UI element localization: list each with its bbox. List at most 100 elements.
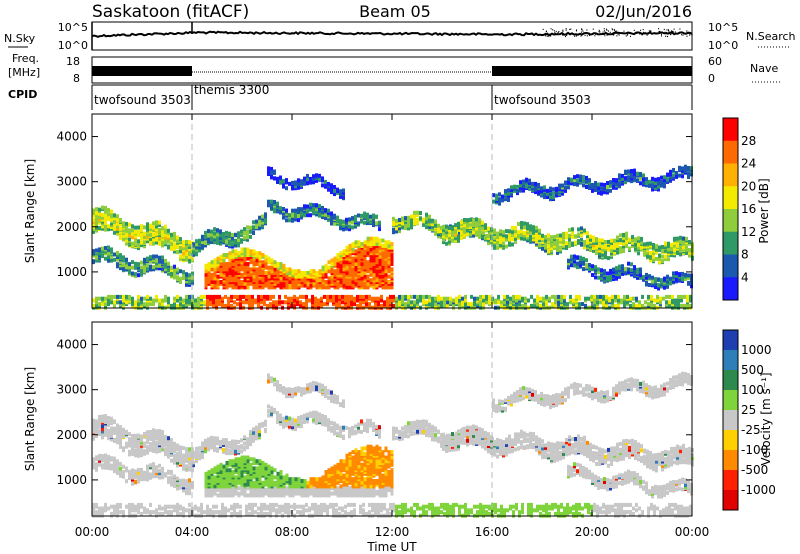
power-cell (669, 169, 672, 174)
power-cell (478, 231, 481, 236)
power-cell (507, 198, 510, 202)
velocity-cell (170, 453, 173, 457)
power-cell (446, 303, 449, 308)
power-cell (240, 229, 243, 234)
power-cell (161, 233, 164, 238)
power-cell (502, 241, 505, 246)
power-cell (294, 208, 297, 213)
nsky-tick-top: 10^5 (58, 21, 88, 34)
velocity-cell (152, 462, 155, 467)
power-cell (586, 245, 589, 250)
power-cell (249, 234, 252, 239)
power-cell (92, 259, 95, 264)
power-cell (104, 205, 107, 210)
power-cell (526, 226, 529, 231)
power-cell (264, 219, 267, 224)
power-cell (636, 275, 639, 280)
power-cell (674, 298, 677, 303)
power-cell (577, 232, 580, 237)
power-cell (383, 300, 386, 305)
power-cell (195, 252, 198, 257)
power-cell (591, 273, 594, 277)
power-cell (212, 298, 215, 303)
power-cell (149, 264, 152, 269)
power-cell (440, 296, 443, 301)
power-cell (294, 217, 297, 222)
power-cell (143, 225, 146, 230)
power-cell (543, 185, 546, 190)
power-cell (294, 180, 297, 185)
power-cell (555, 186, 558, 191)
power-cell (179, 246, 182, 250)
power-cell (125, 228, 128, 233)
power-cell (173, 275, 176, 280)
nave-label: Nave (750, 62, 778, 75)
power-cell (266, 303, 269, 308)
power-cell (360, 218, 363, 223)
velocity-cell (170, 475, 173, 480)
power-cell (570, 263, 573, 268)
velocity-cell (146, 476, 149, 481)
power-cell (387, 260, 391, 265)
power-cell (655, 256, 658, 261)
power-cell (539, 303, 542, 308)
power-cell (335, 302, 338, 307)
power-cell (568, 228, 571, 233)
velocity-cell (158, 463, 161, 468)
power-cell (582, 267, 585, 272)
power-cell (398, 229, 401, 234)
power-cell (622, 249, 625, 253)
power-cell (586, 240, 589, 245)
power-cell (282, 179, 285, 183)
power-cell (687, 171, 690, 176)
power-cell (584, 303, 587, 308)
power-cell (636, 270, 639, 275)
power-cell (285, 208, 288, 213)
velocity-cell (195, 452, 198, 457)
power-cell (609, 277, 612, 282)
power-cell (619, 248, 622, 253)
power-cell (327, 182, 330, 186)
power-cell (155, 258, 158, 263)
power-cell (589, 234, 592, 239)
power-cell (167, 228, 170, 233)
velocity-cell (146, 445, 149, 449)
power-cell (188, 249, 191, 254)
velocity-cell (122, 470, 125, 475)
power-cell (544, 234, 547, 239)
power-cell (143, 244, 146, 249)
power-cell (492, 199, 495, 204)
power-cell (176, 235, 179, 240)
power-cell (422, 217, 425, 222)
power-cell (544, 248, 547, 253)
power-cell (273, 260, 277, 265)
power-cell (460, 230, 463, 235)
power-cell (457, 221, 460, 226)
power-cell (270, 175, 273, 180)
power-cell (306, 179, 309, 184)
power-cell (255, 219, 258, 224)
velocity-cell (110, 456, 113, 461)
power-cell (288, 181, 291, 186)
velocity-cell (122, 473, 125, 478)
power-cell (362, 294, 365, 299)
power-cell (641, 294, 644, 299)
power-cell (615, 185, 618, 190)
power-cell (664, 254, 667, 259)
power-cell (297, 214, 300, 218)
power-cell (185, 257, 188, 262)
colorbar-swatch (723, 254, 738, 278)
power-cell (206, 294, 209, 299)
power-cell (167, 300, 170, 305)
power-cell (318, 173, 321, 178)
power-cell (143, 240, 146, 245)
power-cell (119, 294, 122, 299)
power-cell (347, 302, 350, 307)
power-cell (300, 181, 303, 186)
power-cell (687, 175, 690, 179)
power-cell (287, 296, 290, 301)
power-cell (384, 262, 388, 266)
power-cell (195, 249, 198, 254)
power-cell (416, 213, 419, 218)
power-cell (357, 221, 360, 226)
